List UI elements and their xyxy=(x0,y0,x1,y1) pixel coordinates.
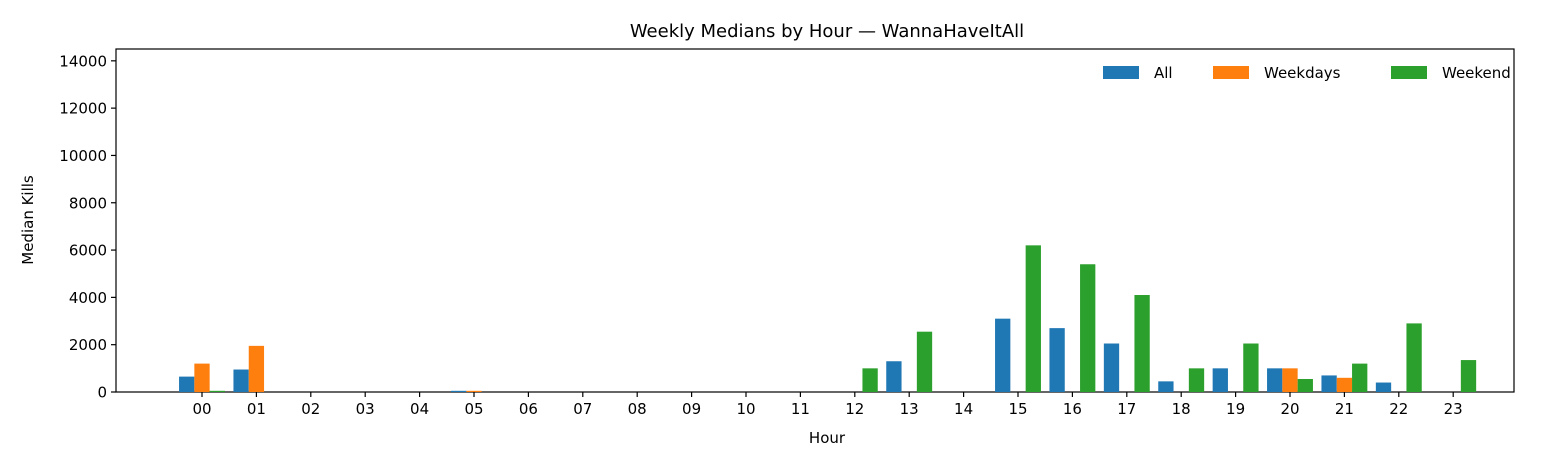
bar-weekend-18 xyxy=(1188,368,1205,392)
bars-group xyxy=(179,245,1477,392)
bar-all-00 xyxy=(179,376,195,392)
legend-label-weekend: Weekend xyxy=(1442,64,1511,82)
x-tick-label-22: 22 xyxy=(1389,400,1408,418)
x-tick-label-01: 01 xyxy=(247,400,266,418)
bar-weekend-20 xyxy=(1297,378,1313,392)
bar-weekend-16 xyxy=(1080,264,1096,392)
bar-all-19 xyxy=(1212,368,1228,392)
bar-all-01 xyxy=(233,369,249,392)
y-tick-label-6000: 6000 xyxy=(69,242,107,260)
bar-weekend-15 xyxy=(1025,245,1041,392)
x-tick-label-15: 15 xyxy=(1008,400,1027,418)
y-tick-label-8000: 8000 xyxy=(69,194,107,212)
y-tick-label-0: 0 xyxy=(97,384,107,402)
y-tick-label-10000: 10000 xyxy=(59,147,107,165)
bar-all-13 xyxy=(886,361,902,392)
legend-label-weekdays: Weekdays xyxy=(1264,64,1341,82)
x-tick-label-13: 13 xyxy=(900,400,919,418)
y-tick-label-14000: 14000 xyxy=(59,52,107,70)
x-tick-label-17: 17 xyxy=(1117,400,1136,418)
x-axis-label: Hour xyxy=(809,429,846,447)
bar-all-15 xyxy=(995,318,1011,392)
x-tick-label-02: 02 xyxy=(301,400,320,418)
y-tick-label-4000: 4000 xyxy=(69,289,107,307)
bar-weekdays-20 xyxy=(1282,368,1298,392)
x-tick-label-03: 03 xyxy=(356,400,375,418)
y-axis: 0 2000 4000 6000 8000 10000 12000 14000 xyxy=(59,52,116,402)
bar-weekend-23 xyxy=(1460,360,1477,392)
x-tick-label-12: 12 xyxy=(845,400,864,418)
bar-all-22 xyxy=(1375,382,1392,392)
bar-weekdays-00 xyxy=(194,363,210,392)
bar-weekdays-01 xyxy=(248,345,265,392)
x-tick-label-16: 16 xyxy=(1063,400,1082,418)
x-tick-label-14: 14 xyxy=(954,400,973,418)
bar-weekend-17 xyxy=(1134,295,1150,392)
plot-area xyxy=(115,48,1515,393)
bar-all-16 xyxy=(1049,328,1065,392)
bar-all-20 xyxy=(1267,368,1283,392)
bar-weekend-19 xyxy=(1243,343,1259,392)
legend: All Weekdays Weekend xyxy=(1103,64,1511,82)
legend-label-all: All xyxy=(1154,64,1173,82)
x-tick-label-09: 09 xyxy=(682,400,701,418)
bar-weekend-00 xyxy=(209,390,225,392)
bar-all-17 xyxy=(1103,343,1120,392)
x-tick-label-06: 06 xyxy=(519,400,538,418)
x-tick-label-10: 10 xyxy=(736,400,755,418)
legend-swatch-weekdays xyxy=(1213,66,1249,79)
bar-weekend-21 xyxy=(1352,363,1368,392)
x-tick-label-11: 11 xyxy=(791,400,810,418)
bar-weekend-12 xyxy=(862,368,878,392)
bar-weekend-22 xyxy=(1406,323,1422,392)
plot-frame xyxy=(115,48,1515,393)
y-axis-label: Median Kills xyxy=(19,175,37,265)
x-tick-label-04: 04 xyxy=(410,400,429,418)
y-tick-label-12000: 12000 xyxy=(59,100,107,118)
x-tick-label-20: 20 xyxy=(1280,400,1299,418)
x-tick-label-05: 05 xyxy=(464,400,483,418)
x-tick-label-23: 23 xyxy=(1444,400,1463,418)
bar-all-05 xyxy=(451,390,467,392)
x-tick-label-21: 21 xyxy=(1335,400,1354,418)
x-tick-label-18: 18 xyxy=(1172,400,1191,418)
x-tick-label-08: 08 xyxy=(628,400,647,418)
legend-swatch-all xyxy=(1103,66,1139,79)
x-tick-label-00: 00 xyxy=(192,400,211,418)
x-tick-label-07: 07 xyxy=(573,400,592,418)
bar-weekdays-21 xyxy=(1336,377,1353,392)
x-tick-label-19: 19 xyxy=(1226,400,1245,418)
legend-swatch-weekend xyxy=(1391,66,1427,79)
x-axis: 00 01 02 03 04 05 06 07 08 09 10 11 12 13 14 15 16 17 18 19… xyxy=(192,392,1463,418)
bar-all-21 xyxy=(1321,375,1337,392)
bar-weekdays-05 xyxy=(466,390,482,392)
bar-all-18 xyxy=(1158,381,1174,392)
bar-weekend-13 xyxy=(916,331,933,392)
y-tick-label-2000: 2000 xyxy=(69,336,107,354)
chart-title: Weekly Medians by Hour — WannaHaveItAll xyxy=(630,21,1024,42)
